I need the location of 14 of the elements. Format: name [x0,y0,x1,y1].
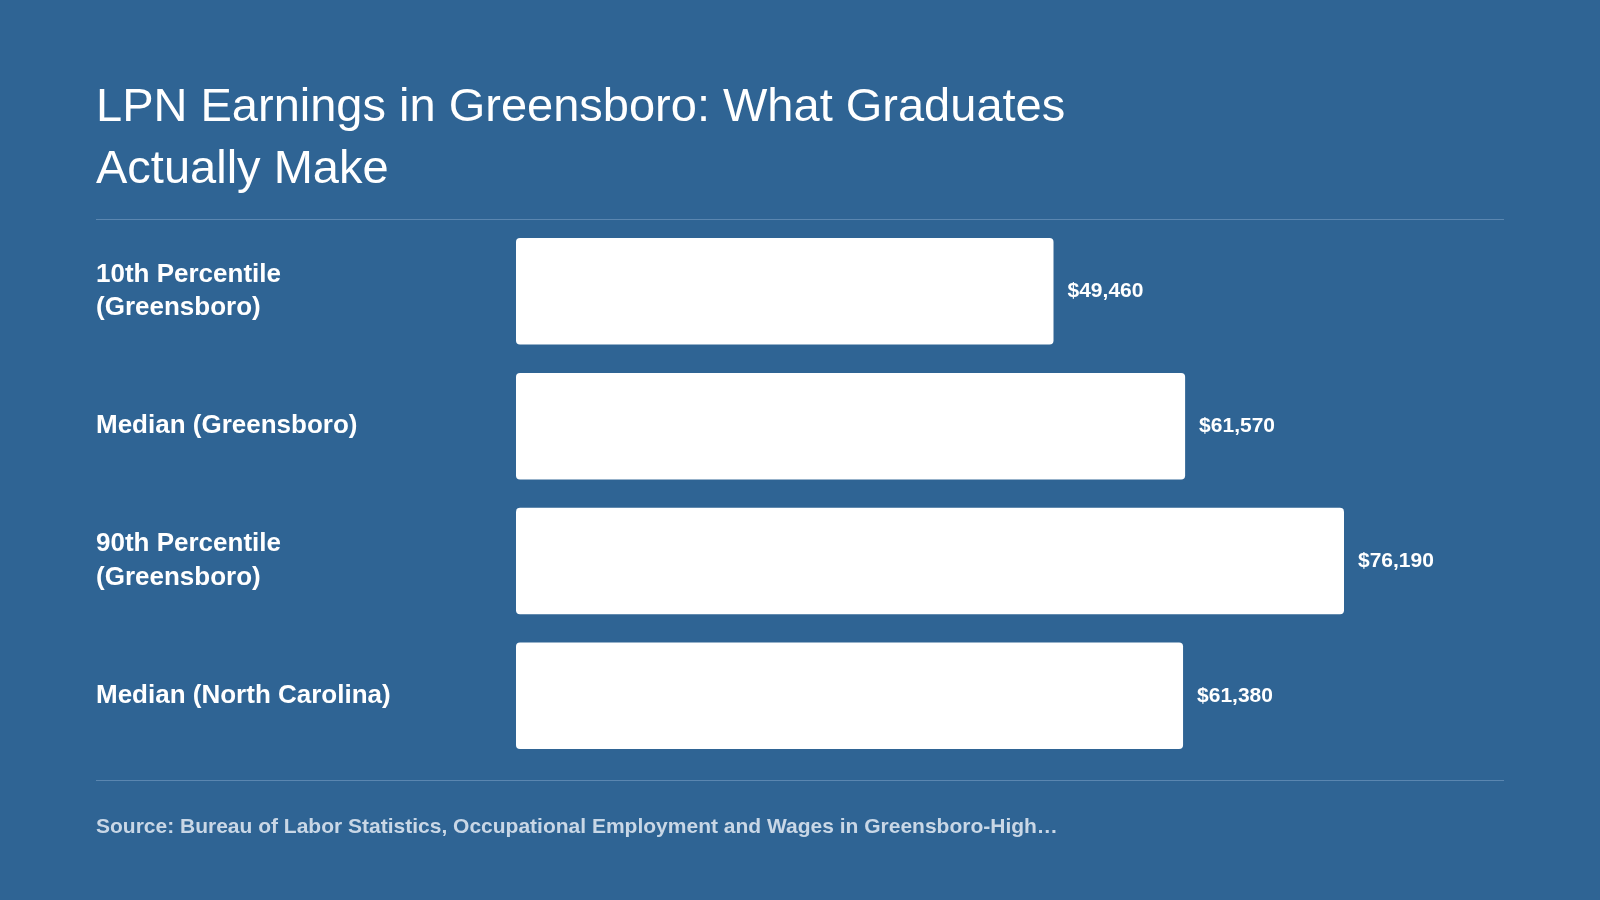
data-label: $61,570 [1199,412,1276,436]
y-tick-label: 90th Percentile (Greensboro) [96,527,281,592]
bar [516,642,1184,750]
bar [516,507,1344,615]
y-tick-label: Median (North Carolina) [96,678,391,709]
chart-title: LPN Earnings in Greensboro: What Graduates Actually Make [96,77,1067,195]
y-tick-label: Median (Greensboro) [96,409,358,440]
data-label: $49,460 [1067,278,1144,302]
source-note: Source: Bureau of Labor Statistics, Occupational Employment and Wages in Greensboro-High… [96,814,1058,838]
data-label: $76,190 [1358,547,1434,571]
bar [516,238,1054,345]
y-tick-label: 10th Percentile (Greensboro) [96,257,281,322]
data-label: $61,380 [1197,682,1273,706]
bar [516,372,1186,480]
